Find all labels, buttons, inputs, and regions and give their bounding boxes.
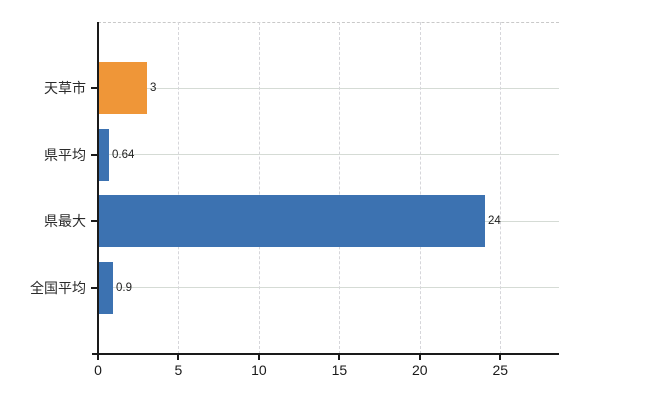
x-axis-tick	[418, 355, 421, 360]
plot-area	[98, 22, 559, 354]
bar-value-label: 0.9	[116, 281, 132, 294]
x-axis-tick	[338, 355, 341, 360]
gridline-vertical	[419, 22, 421, 354]
x-axis-tick	[257, 355, 260, 360]
gridline-horizontal	[98, 87, 559, 89]
y-axis-tick	[91, 220, 97, 223]
y-axis-tick	[91, 153, 97, 156]
gridline-vertical	[339, 22, 341, 354]
bar-3	[99, 195, 485, 248]
bar-4	[99, 261, 113, 314]
bar-value-label: 3	[150, 82, 157, 95]
x-axis-line	[92, 353, 559, 355]
x-tick-label: 15	[331, 362, 348, 378]
category-label-1: 天草市	[44, 80, 86, 97]
y-axis-line	[97, 22, 99, 354]
category-label-4: 全国平均	[30, 279, 86, 296]
x-tick-label: 25	[492, 362, 509, 378]
bar-value-label: 0.64	[112, 148, 135, 161]
bar-value-label: 24	[488, 215, 501, 228]
x-tick-label: 20	[412, 362, 428, 378]
gridline-vertical	[258, 22, 260, 354]
gridline-vertical	[500, 22, 502, 354]
y-axis-tick	[91, 87, 97, 90]
x-axis-tick	[177, 355, 180, 360]
bar-1	[99, 62, 147, 115]
x-tick-label: 10	[251, 362, 267, 378]
x-tick-label: 0	[94, 362, 102, 378]
y-axis-tick	[91, 286, 97, 289]
gridline-horizontal	[98, 154, 559, 156]
gridline-vertical	[178, 22, 180, 354]
category-label-2: 県平均	[44, 146, 86, 163]
x-axis-tick	[97, 355, 99, 360]
gridline-horizontal	[98, 287, 559, 289]
bar-2	[99, 128, 109, 181]
x-axis-tick	[499, 355, 502, 360]
x-tick-label: 5	[174, 362, 183, 378]
category-label-3: 県最大	[44, 213, 86, 230]
